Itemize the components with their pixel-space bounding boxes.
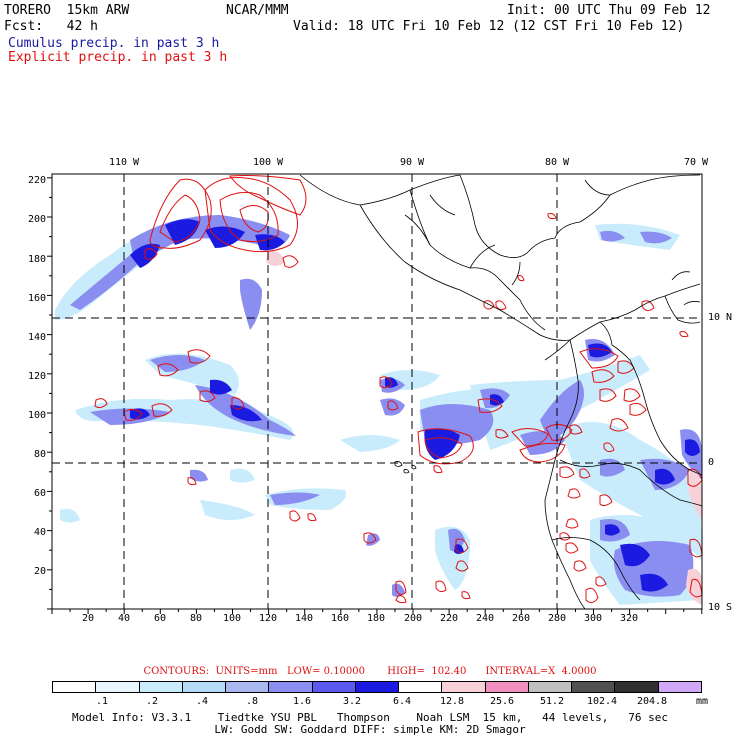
explicit-precip-contours xyxy=(94,175,702,604)
x-tick-label: 220 xyxy=(439,613,459,624)
y-tick-label: 180 xyxy=(27,254,46,265)
colorbar-label: 12.8 xyxy=(439,696,465,707)
y-tick-label: 20 xyxy=(33,566,46,577)
lon-label: 70 W xyxy=(683,157,709,168)
x-tick-label: 280 xyxy=(547,613,567,624)
model-title: TORERO 15km ARW xyxy=(4,3,130,18)
colorbar-label: 51.2 xyxy=(539,696,565,707)
x-tick-label: 40 xyxy=(117,613,131,624)
x-tick-label: 180 xyxy=(366,613,386,624)
colorbar-swatch xyxy=(226,682,270,692)
coastlines xyxy=(299,174,702,609)
y-tick-label: 140 xyxy=(27,332,46,343)
colorbar-swatch xyxy=(355,682,400,692)
lon-label: 90 W xyxy=(399,157,425,168)
lat-label: 10 S xyxy=(708,602,733,613)
colorbar-label: 6.4 xyxy=(392,696,412,707)
x-tick-label: 60 xyxy=(153,613,167,624)
colorbar-label: .4 xyxy=(195,696,209,707)
colorbar-swatch xyxy=(485,682,529,692)
lat-lon-grid xyxy=(52,174,702,609)
lon-label: 80 W xyxy=(544,157,570,168)
colorbar-label: .1 xyxy=(95,696,109,707)
colorbar-label: .2 xyxy=(145,696,159,707)
y-tick-label: 200 xyxy=(27,214,46,225)
x-tick-label: 120 xyxy=(258,613,278,624)
model-info-line2: LW: Godd SW: Goddard DIFF: simple KM: 2D… xyxy=(214,723,526,736)
x-tick-label: 160 xyxy=(330,613,350,624)
x-tick-label: 320 xyxy=(619,613,639,624)
x-tick-label: 260 xyxy=(511,613,531,624)
colorbar-swatch xyxy=(442,682,486,692)
colorbar-swatch xyxy=(139,682,183,692)
x-tick-label: 80 xyxy=(189,613,203,624)
intense-precip-areas xyxy=(266,251,702,605)
colorbar-label: 25.6 xyxy=(489,696,515,707)
colorbar-label: 204.8 xyxy=(636,696,668,707)
colorbar-swatch xyxy=(658,682,701,692)
colorbar-swatch xyxy=(572,682,616,692)
colorbar-swatch xyxy=(182,682,227,692)
x-tick-label: 140 xyxy=(294,613,314,624)
y-tick-label: 220 xyxy=(27,175,46,186)
center-label: NCAR/MMM xyxy=(226,3,289,18)
y-tick-label: 80 xyxy=(33,449,46,460)
lon-label: 110 W xyxy=(108,157,140,168)
colorbar-swatch xyxy=(96,682,140,692)
x-tick-label: 200 xyxy=(403,613,423,624)
colorbar-swatch xyxy=(53,682,97,692)
lat-label: 10 N xyxy=(708,312,733,323)
x-tick-label: 20 xyxy=(81,613,95,624)
colorbar xyxy=(52,681,702,693)
y-tick-label: 120 xyxy=(27,371,46,382)
colorbar-swatch xyxy=(528,682,573,692)
x-tick-label: 100 xyxy=(222,613,242,624)
valid-time: Valid: 18 UTC Fri 10 Feb 12 (12 CST Fri … xyxy=(293,19,685,34)
colorbar-swatch xyxy=(399,682,443,692)
colorbar-swatch xyxy=(615,682,659,692)
x-tick-label: 300 xyxy=(583,613,603,624)
forecast-hour: Fcst: 42 h xyxy=(4,19,98,34)
colorbar-swatch xyxy=(312,682,356,692)
colorbar-label: 3.2 xyxy=(342,696,362,707)
y-tick-label: 100 xyxy=(27,410,46,421)
lat-label: 0 xyxy=(708,457,715,468)
colorbar-swatch xyxy=(269,682,313,692)
x-tick-label: 240 xyxy=(475,613,495,624)
colorbar-label: .8 xyxy=(245,696,259,707)
lon-label: 100 W xyxy=(252,157,284,168)
y-tick-label: 60 xyxy=(33,488,46,499)
explicit-legend: Explicit precip. in past 3 h xyxy=(8,50,228,65)
y-tick-label: 160 xyxy=(27,293,46,304)
colorbar-label: 1.6 xyxy=(292,696,312,707)
y-tick-label: 40 xyxy=(33,527,46,538)
map-frame xyxy=(47,173,703,614)
heavy-precip-cores xyxy=(130,219,700,592)
contour-info: CONTOURS: UNITS=mm LOW= 0.10000 HIGH= 10… xyxy=(143,666,597,677)
model-info-line1: Model Info: V3.3.1 Tiedtke YSU PBL Thomp… xyxy=(71,711,669,724)
colorbar-unit: mm xyxy=(696,696,709,707)
cumulus-legend: Cumulus precip. in past 3 h xyxy=(8,36,220,51)
init-time: Init: 00 UTC Thu 09 Feb 12 xyxy=(507,3,711,18)
colorbar-label: 102.4 xyxy=(586,696,618,707)
